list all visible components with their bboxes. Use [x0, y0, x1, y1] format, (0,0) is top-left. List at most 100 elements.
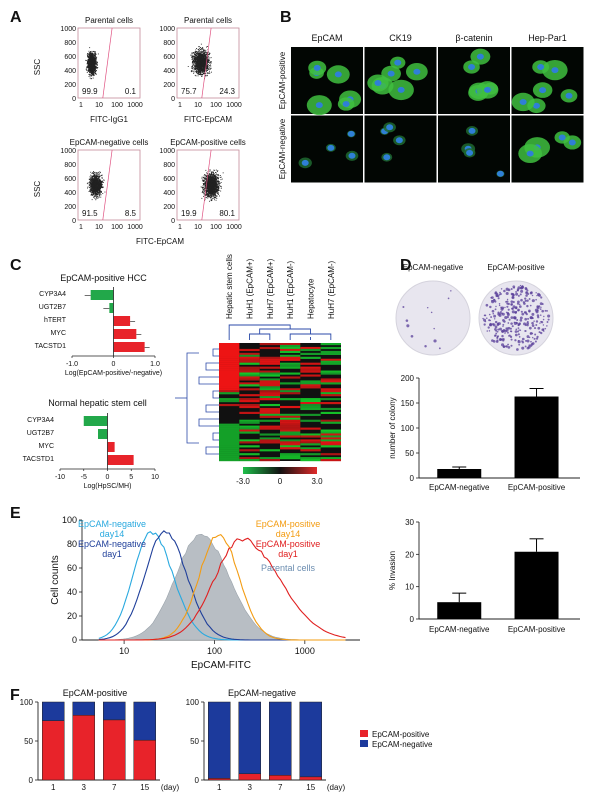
scatter-dot [90, 53, 92, 54]
scatter-dot [90, 64, 92, 66]
scatter-dot [201, 54, 203, 55]
scatter-dot [191, 70, 193, 72]
scatter-dot [89, 52, 91, 54]
scatter-dot [204, 178, 206, 179]
scatter-dot [101, 187, 103, 189]
scatter-dot [203, 56, 205, 57]
scatter-dot [203, 191, 205, 193]
scatter-dot [91, 194, 92, 196]
scatter-dot [207, 65, 208, 67]
scatter-dot [87, 57, 89, 59]
scatter-dot [95, 172, 97, 174]
scatter-dot [91, 52, 93, 54]
scatter-dot [96, 63, 98, 65]
scatter-dot [90, 70, 92, 72]
scatter-dot [197, 70, 199, 72]
scatter-dot [201, 51, 203, 53]
scatter-dot [191, 67, 193, 69]
scatter-dot [211, 177, 213, 179]
scatter-dot [94, 185, 96, 187]
scatter-dot [212, 178, 214, 180]
scatter-dot [196, 55, 197, 56]
scatter-dot [197, 54, 199, 56]
scatter-dot [215, 179, 217, 181]
scatter-dot [204, 70, 206, 72]
scatter-dot [217, 185, 219, 187]
scatter-dot [93, 173, 95, 175]
scatter-dot [202, 70, 204, 72]
scatter-dot [95, 176, 97, 178]
scatter-dot [92, 177, 94, 179]
scatter-dot [204, 183, 206, 184]
scatter-dot [209, 174, 211, 175]
scatter-dot [204, 62, 205, 64]
scatter-dot [215, 177, 217, 179]
scatter-dot [192, 56, 193, 57]
scatter-dot [93, 186, 95, 188]
scatter-dot [96, 182, 98, 184]
scatter-dot [89, 69, 91, 71]
scatter-dot [88, 66, 90, 68]
scatter-dot [207, 177, 209, 178]
scatter-dot [93, 73, 95, 75]
scatter-dot [91, 71, 92, 72]
scatter-dot [210, 176, 212, 178]
scatter-dot [197, 54, 199, 55]
scatter-dot [92, 57, 94, 59]
scatter-dot [88, 53, 89, 55]
scatter-dot [207, 195, 209, 197]
scatter-dot [196, 65, 198, 67]
scatter-dot [96, 187, 98, 189]
scatter-dot [88, 64, 90, 66]
scatter-dot [205, 196, 207, 198]
scatter-dot [89, 72, 91, 74]
scatter-dot [208, 55, 210, 57]
scatter-dot [202, 74, 203, 76]
scatter-dot [94, 64, 96, 65]
scatter-dot [196, 63, 198, 64]
scatter-dot [194, 53, 196, 55]
scatter-dot [95, 71, 96, 73]
scatter-dot [94, 174, 96, 176]
scatter-dot [94, 68, 95, 70]
scatter-dot [97, 188, 99, 190]
scatter-dot [202, 64, 203, 66]
scatter-dot [92, 57, 94, 59]
scatter-dot [94, 190, 96, 192]
scatter-dot [196, 51, 198, 53]
scatter-dot [99, 192, 101, 194]
scatter-dot [210, 67, 212, 69]
scatter-dot [195, 71, 197, 73]
scatter-dot [94, 193, 95, 195]
scatter-dot [93, 63, 94, 65]
scatter-dot [93, 60, 95, 62]
scatter-dot [208, 176, 209, 178]
scatter-dot [203, 69, 205, 71]
scatter-dot [94, 178, 95, 180]
scatter-dot [91, 70, 93, 72]
scatter-dot [202, 58, 204, 59]
scatter-dot [98, 180, 100, 182]
scatter-dot [208, 188, 210, 190]
scatter-dot [92, 181, 93, 182]
scatter-dot [199, 64, 201, 66]
scatter-dot [220, 185, 222, 187]
scatter-dot [204, 188, 206, 190]
panel-letter-d: D [400, 257, 412, 274]
scatter-dot [199, 57, 201, 58]
scatter-dot [200, 66, 202, 68]
scatter-dot [97, 193, 99, 195]
y-tick-label: 200 [64, 82, 76, 89]
scatter-dot [203, 190, 205, 192]
scatter-dot [95, 179, 97, 181]
scatter-dot [203, 196, 205, 197]
scatter-dot [202, 61, 203, 63]
scatter-dot [212, 177, 214, 179]
scatter-dot [203, 68, 205, 70]
scatter-dot [90, 171, 92, 173]
scatter-dot [206, 67, 208, 68]
scatter-dot [201, 66, 203, 67]
scatter-dot [89, 64, 91, 66]
scatter-dot [92, 193, 94, 195]
scatter-dot [89, 177, 91, 179]
